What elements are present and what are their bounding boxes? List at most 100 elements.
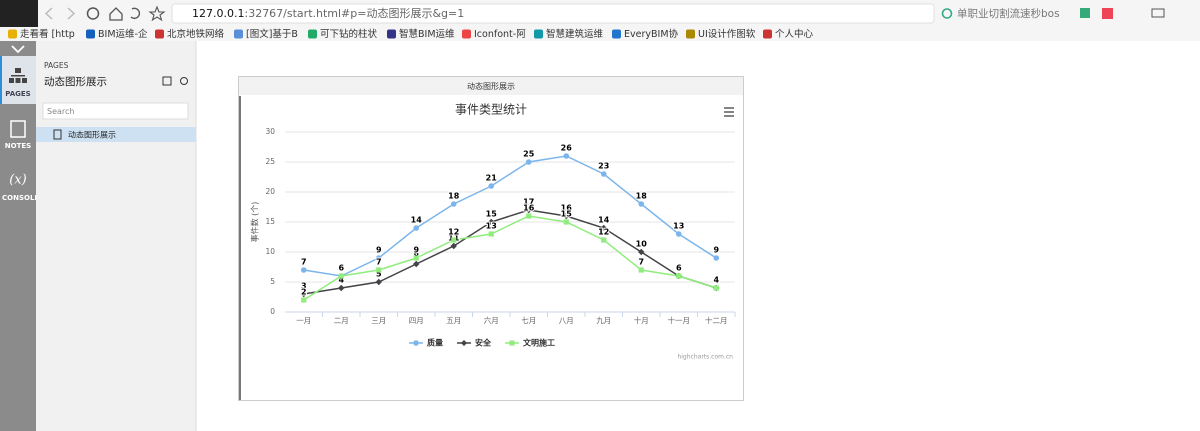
data-label: 7: [301, 258, 307, 267]
point: [600, 224, 607, 232]
tab-label[interactable]: PAGES: [5, 90, 30, 98]
data-label: 3: [301, 282, 307, 291]
bookmark-icon: [8, 29, 17, 39]
bookmark-icon: [534, 29, 543, 39]
bookmark[interactable]: [图文]基于B: [246, 28, 298, 40]
data-label: 13: [486, 222, 497, 231]
point: [300, 290, 307, 298]
y-tick-label: 0: [270, 307, 275, 316]
y-axis-title: 事件数 (个): [250, 202, 260, 243]
bookmark[interactable]: 智慧BIM运维: [399, 28, 455, 40]
home-button[interactable]: [109, 7, 123, 21]
data-label: 26: [561, 144, 573, 153]
bookmark[interactable]: 智慧建筑运维: [546, 28, 604, 40]
x-tick-label: 三月: [371, 316, 386, 325]
search-input[interactable]: [42, 102, 189, 120]
data-label: 16: [523, 204, 535, 213]
point: [638, 248, 645, 256]
point: [525, 159, 532, 165]
data-label: 23: [598, 162, 609, 171]
data-label: 6: [338, 264, 344, 273]
data-label: 4: [338, 276, 344, 285]
bookmark[interactable]: UI设计作图软: [698, 28, 756, 40]
back-button[interactable]: [44, 7, 53, 20]
series-line: [303, 215, 717, 301]
y-tick-label: 25: [265, 157, 275, 166]
legend-item[interactable]: 文明施工: [505, 338, 555, 348]
point: [526, 213, 532, 219]
bookmarks-bar: [0, 27, 1200, 41]
ext-icon[interactable]: [1080, 8, 1090, 18]
y-tick-label: 5: [270, 277, 275, 286]
legend-symbol: [413, 340, 419, 346]
x-tick-label: 十月: [634, 315, 649, 325]
x-tick-label: 八月: [559, 316, 574, 325]
collapse-icon[interactable]: [11, 45, 25, 54]
point: [376, 267, 382, 273]
forward-button[interactable]: [67, 7, 76, 20]
point: [713, 255, 720, 261]
page-item-label: 动态图形展示: [68, 130, 116, 140]
bookmark-icon: [612, 29, 621, 39]
bookmark[interactable]: 北京地铁网络: [167, 28, 225, 40]
legend-label: 文明施工: [523, 338, 555, 348]
point: [338, 273, 344, 279]
bookmark[interactable]: Iconfont-阿: [474, 29, 526, 40]
data-label: 2: [301, 288, 307, 297]
menu-button[interactable]: [724, 107, 734, 117]
tab-label[interactable]: CONSOLE: [2, 194, 39, 202]
x-tick-label: 五月: [446, 316, 461, 325]
y-tick-label: 20: [265, 187, 275, 196]
bookmark[interactable]: 可下钻的柱状: [320, 28, 378, 40]
series-line: [303, 155, 717, 277]
tab-label[interactable]: NOTES: [5, 142, 31, 150]
data-label: 16: [561, 204, 573, 213]
export-icon[interactable]: [162, 76, 172, 86]
bookmark[interactable]: 走看看 [http: [20, 28, 75, 40]
legend-item[interactable]: 质量: [409, 338, 443, 348]
point: [676, 273, 682, 279]
x-tick-label: 十一月: [668, 315, 691, 325]
tab-thumb: [0, 0, 38, 27]
bookmark-icon: [308, 29, 317, 39]
data-label: 7: [638, 258, 644, 267]
series-line: [303, 209, 717, 295]
reload-button[interactable]: [86, 7, 100, 20]
panel-label: PAGES: [44, 61, 69, 70]
x-tick-label: 四月: [409, 316, 424, 325]
address-bar[interactable]: [171, 3, 935, 24]
console-icon: (x): [9, 173, 26, 188]
page-icon: [53, 129, 62, 140]
bookmark-icon: [86, 29, 95, 39]
star-button[interactable]: [148, 5, 166, 22]
x-tick-label: 九月: [596, 316, 611, 325]
point: [413, 260, 420, 268]
data-label: 12: [448, 228, 459, 237]
frame-title: 动态图形展示: [467, 81, 515, 91]
frame: [238, 76, 744, 401]
data-label: 7: [376, 258, 382, 267]
ext-icon[interactable]: [1102, 8, 1113, 19]
data-label: 9: [413, 246, 419, 255]
data-label: 17: [523, 198, 534, 207]
url-host: 127.0.0.1: [192, 7, 244, 20]
legend-item[interactable]: 安全: [457, 338, 492, 348]
point: [563, 219, 569, 225]
ext-icon[interactable]: [1151, 8, 1165, 18]
point: [488, 231, 494, 237]
data-label: 18: [448, 192, 460, 201]
pages-icon: [9, 68, 27, 83]
bookmark[interactable]: 个人中心: [775, 28, 814, 40]
bookmark[interactable]: BIM运维-企: [98, 28, 148, 40]
left-rail: [0, 41, 36, 431]
undo-button[interactable]: [130, 7, 141, 20]
search-box[interactable]: 单职业切割流速秒bos: [957, 7, 1060, 20]
point: [413, 225, 420, 231]
bookmark[interactable]: EveryBIM协: [624, 28, 679, 40]
panel-title: 动态图形展示: [44, 75, 107, 88]
settings-icon[interactable]: [180, 77, 188, 85]
point: [375, 255, 382, 261]
page-item[interactable]: [36, 127, 196, 142]
credit: highcharts.com.cn: [677, 354, 733, 361]
